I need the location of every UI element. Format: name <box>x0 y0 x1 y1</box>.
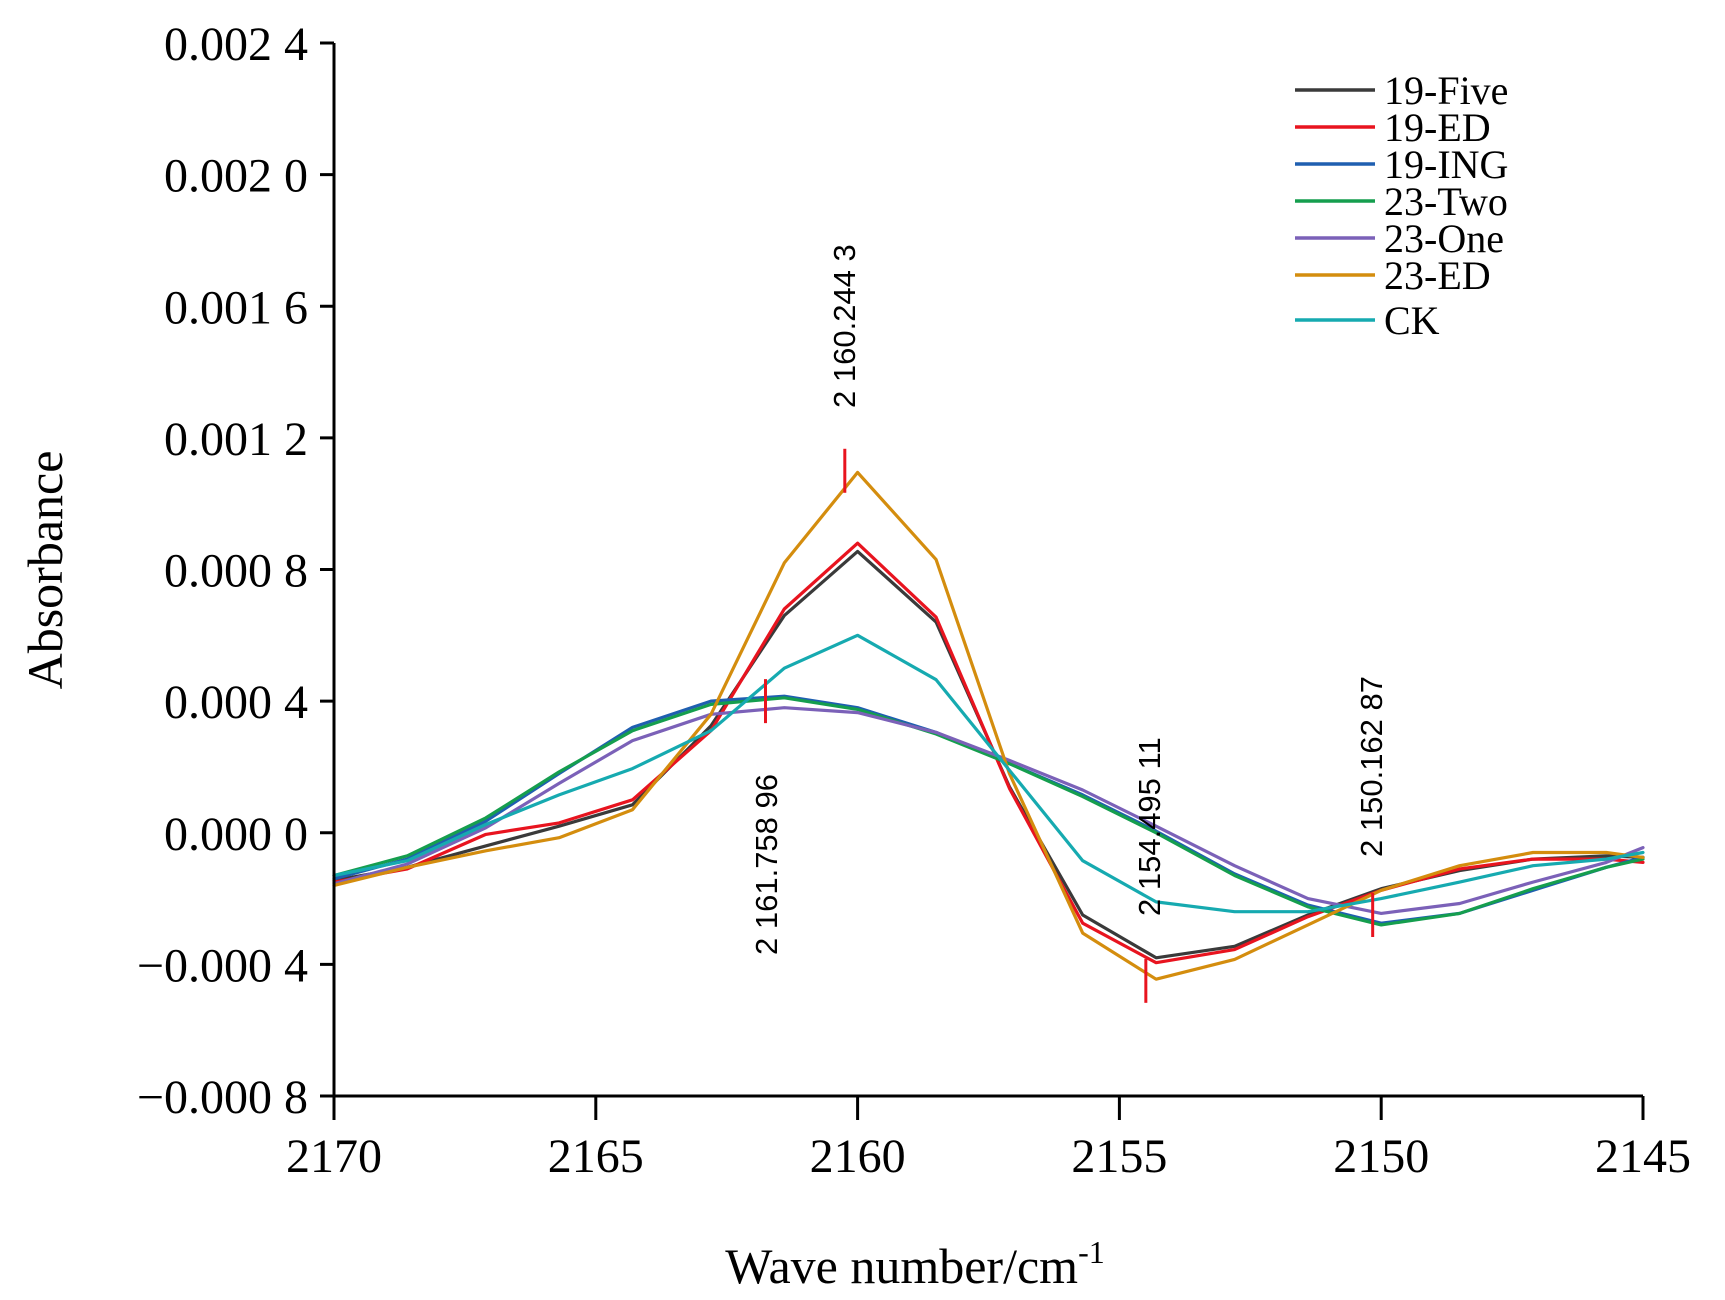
y-tick-label: 0.002 4 <box>164 18 308 71</box>
y-tick-label: 0.001 6 <box>164 281 308 334</box>
x-tick-label: 2150 <box>1333 1130 1429 1183</box>
series-line-19-ED <box>332 541 1645 965</box>
series-line-CK <box>332 633 1645 914</box>
x-tick-label: 2145 <box>1595 1130 1691 1183</box>
series-line-23-ED <box>332 470 1645 981</box>
legend-label: 23-Two <box>1384 179 1508 224</box>
legend-label: 23-ED <box>1384 253 1491 298</box>
y-tick-label: 0.001 2 <box>164 413 308 466</box>
y-tick-label: −0.000 8 <box>137 1071 308 1124</box>
y-tick-label: 0.000 8 <box>164 545 308 598</box>
x-tick-label: 2170 <box>286 1130 382 1183</box>
peak-annotation-label: 2 161.758 96 <box>749 774 784 955</box>
series-line-23-Two <box>332 696 1645 927</box>
series-line-23-One <box>332 706 1645 916</box>
x-tick-label: 2160 <box>810 1130 906 1183</box>
y-tick-label: −0.000 4 <box>137 939 308 992</box>
legend-label: 19-Five <box>1384 68 1508 113</box>
y-tick-label: 0.002 0 <box>164 150 308 203</box>
x-axis-ticks: 2170 2165 2160 2155 2150 2145 <box>286 1096 1691 1183</box>
y-tick-label: 0.000 4 <box>164 676 308 729</box>
y-tick-label: 0.000 0 <box>164 808 308 861</box>
series-line-19-ING <box>332 694 1645 925</box>
peak-annotation-label: 2 160.244 3 <box>827 244 862 408</box>
series-lines <box>332 470 1645 981</box>
x-tick-label: 2155 <box>1071 1130 1167 1183</box>
legend-label: 19-ED <box>1384 105 1491 150</box>
x-tick-label: 2165 <box>548 1130 644 1183</box>
peak-annotation-label: 2 150.162 87 <box>1354 676 1389 857</box>
y-axis-title: Absorbance <box>17 451 73 690</box>
x-axis-title-text: Wave number/cm <box>725 1238 1078 1294</box>
legend-label: 19-ING <box>1384 142 1508 187</box>
peak-annotation-label: 2 154.495 11 <box>1132 737 1167 916</box>
x-axis-title-superscript: -1 <box>1078 1234 1105 1270</box>
peak-annotations: 2 160.244 3 2 161.758 96 2 154.495 11 2 150… <box>749 244 1389 1003</box>
y-axis-ticks: 0.002 4 0.002 0 0.001 6 0.001 2 0.000 8 0.000… <box>137 18 334 1124</box>
x-axis-title: Wave number/cm-1 <box>725 1234 1104 1294</box>
legend-label: 23-One <box>1384 216 1504 261</box>
legend-label: CK <box>1384 298 1440 343</box>
